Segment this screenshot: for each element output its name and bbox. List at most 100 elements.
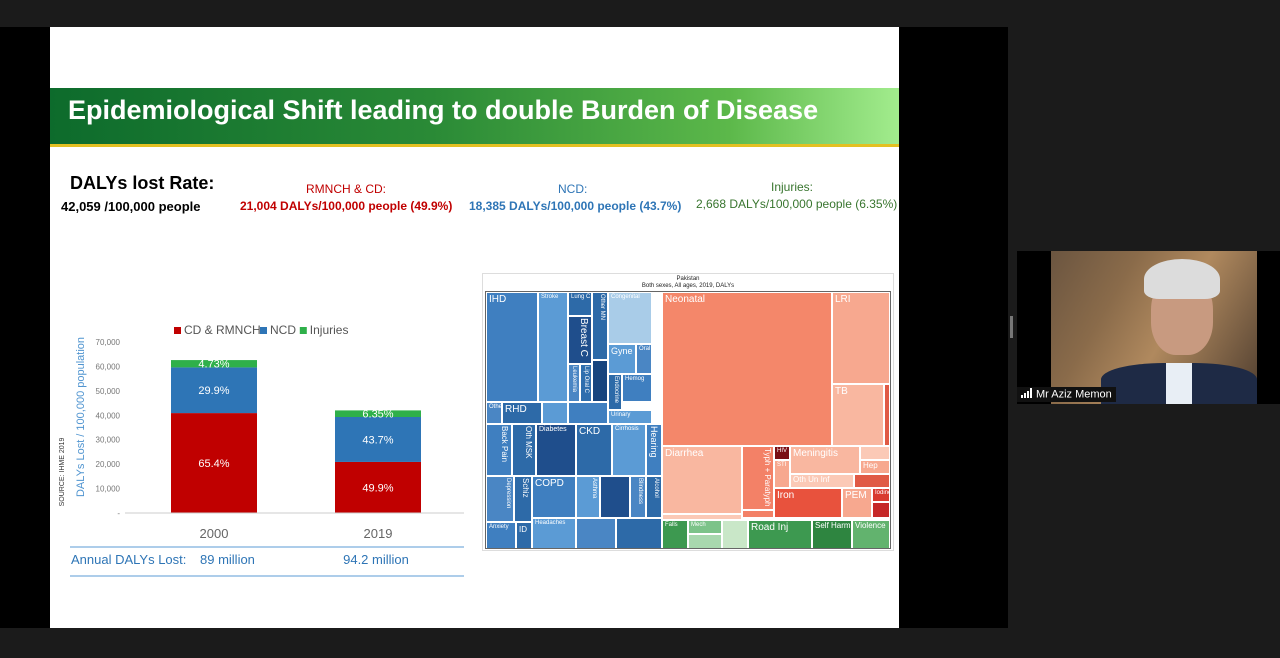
chart-legend: CD & RMNCH NCD Injuries [174,323,348,337]
treemap-cell [576,518,616,548]
title-banner [50,88,899,144]
treemap-body: IHD Stroke Lung C Breast C Other MN Leuk… [485,291,891,549]
treemap-cell: STI [774,460,790,488]
treemap-cell: CKD [576,424,612,476]
annual-label: Annual DALYs Lost: [71,552,186,567]
treemap-cell: LRI [832,292,890,384]
participant-hair [1144,259,1220,299]
treemap-cell: Diabetes [536,424,576,476]
treemap-cell: Violence [852,520,890,548]
annual-value-2019: 94.2 million [343,552,409,567]
treemap-cell: Other MN [592,292,608,360]
treemap-cell [592,360,608,402]
treemap-cell [688,534,722,548]
x-tick-label: 2019 [364,526,393,541]
treemap-cell: Depression [486,476,514,522]
treemap-cell: ID [516,522,532,548]
bar-segment [335,461,421,513]
annual-value-2000: 89 million [200,552,255,567]
disease-treemap: Pakistan Both sexes, All ages, 2019, DAL… [482,273,894,551]
treemap-cell: Neonatal [662,292,832,446]
treemap-cell [722,520,748,548]
treemap-cell: Blindness [630,476,646,518]
treemap-cell: Hearing [646,424,662,476]
treemap-cell: Breast C [568,316,592,364]
y-tick-label: 30,000 [96,436,121,445]
treemap-cell: Self Harm [812,520,852,548]
y-tick-label: 60,000 [96,362,121,371]
bar-data-label: 29.9% [198,385,229,397]
treemap-cell: Leukemia [568,364,580,402]
treemap-cell: Diarrhea [662,446,742,514]
treemap-cell [600,476,630,518]
treemap-cell [860,446,890,460]
treemap-cell: Lung C [568,292,592,316]
bar-segment [171,413,257,513]
treemap-cell: Road Inj [748,520,812,548]
treemap-cell: TB [832,384,884,446]
bar-data-label: 49.9% [362,482,393,494]
treemap-cell: Hemog [622,374,652,402]
x-tick-label: 2000 [200,526,229,541]
treemap-cell: Meningitis [790,446,860,474]
treemap-cell: Hep [860,460,890,474]
slide-title: Epidemiological Shift leading to double … [68,95,819,125]
treemap-cell: Iron [774,488,842,518]
stacked-bar-chart: CD & RMNCH NCD Injuries - 10,000 20,000 30,00… [59,323,464,577]
treemap-cell: Anxiety [486,522,516,548]
legend-swatch [260,327,267,334]
legend-swatch [174,327,181,334]
ncd-heading: NCD: [558,182,588,196]
treemap-cell: Mech [688,520,722,534]
treemap-cell: Cirrhosis [612,424,646,476]
source-label: SOURCE: IHME 2019 [59,437,66,506]
treemap-cell: COPD [532,476,576,518]
treemap-cell: Schiz [514,476,532,522]
chart-bars: 65.4% 29.9% 4.73% 49.9% 43.7% 6.35% [171,359,421,513]
treemap-cell [742,510,774,518]
presentation-slide: Epidemiological Shift leading to double … [50,27,899,628]
treemap-cell: IHD [486,292,538,402]
bar-segment [171,360,257,368]
treemap-cell [542,402,568,424]
participant-collar [1166,363,1192,404]
bar-data-label: 65.4% [198,458,229,470]
bar-data-label: 43.7% [362,434,393,446]
bar-segment [335,416,421,462]
treemap-cell: Other Cardio [486,402,502,424]
y-tick-label: - [117,509,120,518]
y-axis: - 10,000 20,000 30,000 40,000 50,000 60,000 70,… [96,338,121,518]
treemap-cell: Urinary [608,410,652,424]
treemap-cell: Endocrine [608,374,622,410]
treemap-cell [872,502,890,518]
participant-video-tile[interactable]: Mr Aziz Memon [1017,251,1280,404]
panel-resize-handle[interactable] [1010,316,1013,338]
treemap-cell: Lip Oral C [580,364,592,402]
ncd-value: 18,385 DALYs/100,000 people (43.7%) [469,199,682,213]
treemap-cell: Stroke [538,292,568,402]
treemap-cell [854,474,890,488]
dalys-heading: DALYs lost Rate: [70,173,215,193]
banner-underline [50,144,899,147]
participant-name-tag: Mr Aziz Memon [1017,387,1116,402]
treemap-cell [884,384,890,446]
treemap-cell: Iodine [872,488,890,502]
bar-data-label: 4.73% [198,359,229,371]
treemap-cell: PEM [842,488,872,518]
y-tick-label: 20,000 [96,460,121,469]
bar-segment [335,410,421,417]
treemap-cell: Congenital [608,292,652,344]
treemap-cell [616,518,662,548]
treemap-cell: Oth Un Inf [790,474,854,488]
treemap-cell: Headaches [532,518,576,548]
injuries-value: 2,668 DALYs/100,000 people (6.35%) [696,197,898,211]
signal-bars-icon [1021,388,1033,401]
x-axis: 2000 2019 [125,512,464,541]
treemap-cell: Gyne [608,344,636,374]
injuries-heading: Injuries: [771,180,814,194]
treemap-cell [662,514,742,520]
treemap-title-line2: Both sexes, All ages, 2019, DALYs [641,283,735,289]
legend-swatch [299,327,307,334]
y-tick-label: 50,000 [96,387,121,396]
treemap-cell: Typh + Paratyph [742,446,774,510]
